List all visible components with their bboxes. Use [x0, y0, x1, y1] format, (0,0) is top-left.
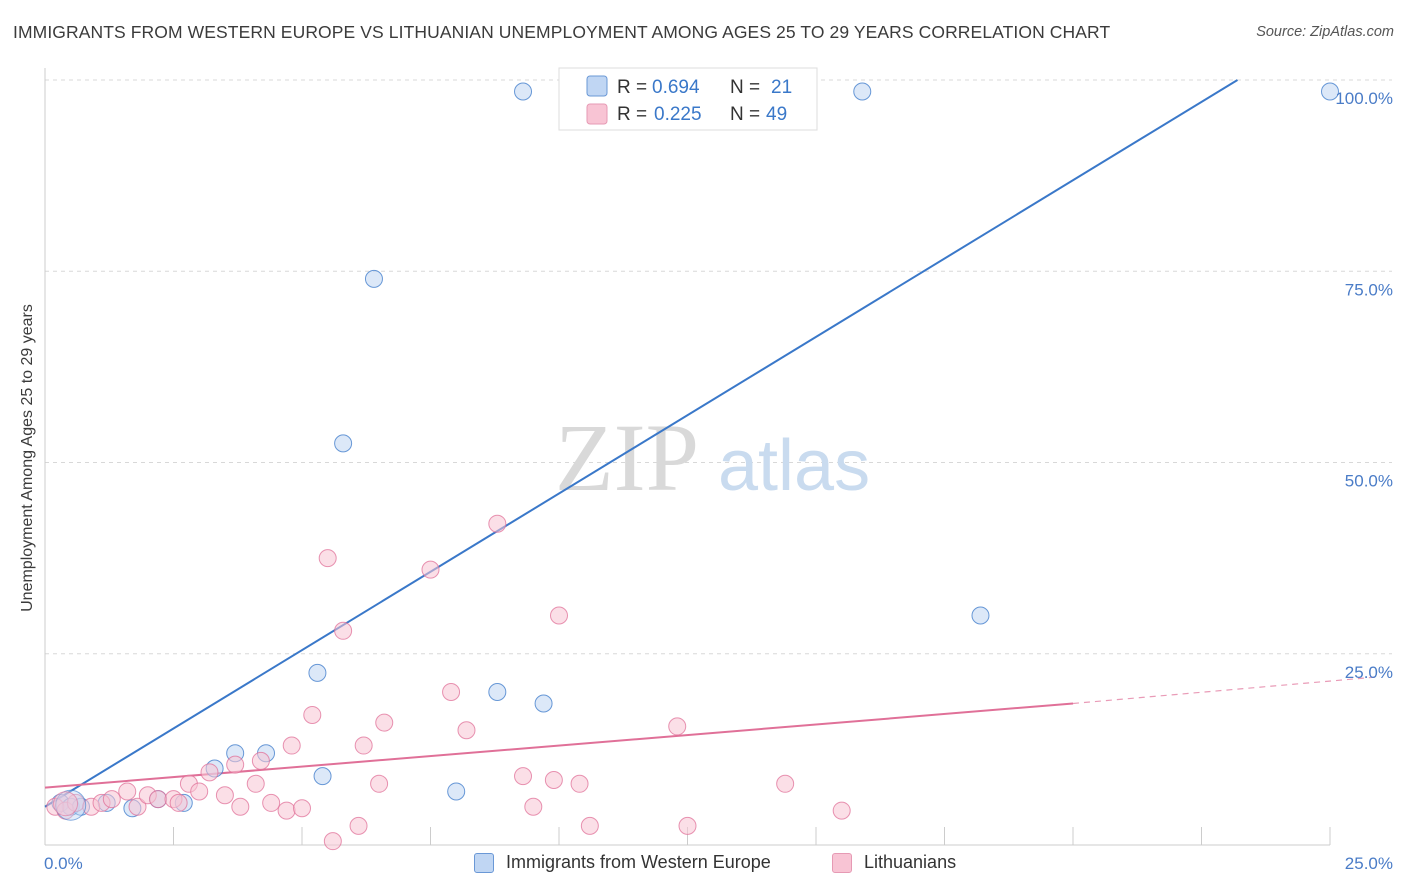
point-lithuanian-45 [832, 801, 851, 820]
point-lithuanian-9 [149, 790, 168, 809]
point-lithuanian-20 [262, 793, 281, 812]
stats-legend-swatch-blue [586, 75, 608, 97]
chart-title: IMMIGRANTS FROM WESTERN EUROPE VS LITHUA… [13, 22, 1111, 42]
point-lithuanian-30 [370, 774, 389, 793]
stats-legend-swatch-pink [586, 103, 608, 125]
watermark: ZIP atlas [555, 404, 870, 511]
stats-n-value-blue: 21 [771, 77, 792, 98]
y-tick-label-0: 25.0% [1345, 663, 1393, 682]
legend-swatch-pink [832, 852, 852, 873]
stats-r-label-blue: R = [617, 77, 647, 98]
point-lithuanian-17 [231, 797, 250, 816]
y-tick-label-1: 50.0% [1345, 472, 1393, 491]
gridlines [45, 79, 1392, 655]
data-points [46, 82, 1339, 851]
point-western-europe-17 [514, 82, 533, 101]
point-lithuanian-23 [293, 799, 311, 818]
point-lithuanian-42 [668, 717, 687, 736]
point-western-europe-15 [488, 683, 507, 701]
point-lithuanian-36 [514, 767, 533, 786]
point-western-europe-16 [534, 694, 553, 713]
legend-label-lithuanians: Lithuanians [864, 852, 957, 872]
point-lithuanian-19 [251, 751, 270, 770]
legend-item-lithuanians: Lithuanians [832, 852, 956, 873]
point-western-europe-10 [313, 767, 332, 786]
point-lithuanian-27 [323, 832, 342, 851]
point-western-europe-11 [308, 663, 327, 682]
point-cluster-lithuanian [53, 791, 79, 817]
watermark-zip: ZIP [555, 404, 699, 511]
trend-line-western-europe [44, 79, 1239, 808]
point-lithuanian-40 [570, 774, 589, 793]
point-lithuanian-6 [118, 782, 137, 801]
point-lithuanian-7 [128, 797, 147, 816]
source-label: Source: ZipAtlas.com [1256, 24, 1394, 40]
x-tick-label-1: 25.0% [1345, 854, 1393, 873]
point-lithuanian-11 [169, 793, 188, 812]
stats-legend: R = 0.694 N = 21 R = 0.225 N = 49 [558, 67, 818, 131]
stats-r-value-blue: 0.694 [652, 77, 700, 98]
point-western-europe-20 [971, 606, 990, 625]
point-lithuanian-14 [190, 782, 209, 801]
point-lithuanian-22 [282, 736, 301, 755]
point-lithuanian-25 [318, 549, 337, 568]
trend-lines [44, 79, 1381, 808]
y-tick-labels: 25.0% 50.0% 75.0% 100.0% [1335, 89, 1393, 682]
x-tick-labels: 0.0% 25.0% [44, 854, 1393, 873]
point-lithuanian-39 [550, 606, 568, 625]
point-lithuanian-34 [457, 721, 476, 740]
point-lithuanian-18 [246, 774, 265, 793]
point-western-europe-19 [853, 82, 872, 101]
point-lithuanian-32 [421, 560, 440, 579]
point-lithuanian-37 [524, 797, 543, 816]
stats-n-value-pink: 49 [766, 104, 787, 125]
point-western-europe-13 [364, 269, 383, 288]
point-lithuanian-24 [303, 705, 322, 724]
point-lithuanian-43 [678, 816, 697, 835]
stats-n-label-pink: N = [730, 104, 760, 125]
y-tick-label-2: 75.0% [1345, 280, 1393, 299]
point-lithuanian-21 [277, 801, 296, 820]
point-lithuanian-38 [544, 770, 563, 789]
point-lithuanian-33 [442, 683, 461, 701]
stats-r-value-pink: 0.225 [654, 104, 702, 125]
point-lithuanian-44 [776, 774, 795, 793]
point-western-europe-14 [447, 782, 466, 801]
point-lithuanian-29 [354, 736, 373, 755]
series-legend: Immigrants from Western Europe Lithuania… [0, 852, 1406, 878]
point-lithuanian-26 [334, 621, 353, 640]
point-lithuanian-41 [580, 816, 599, 835]
stats-r-label-pink: R = [617, 104, 647, 125]
point-lithuanian-31 [375, 713, 394, 732]
point-lithuanian-13 [200, 763, 219, 782]
watermark-atlas: atlas [718, 426, 870, 506]
legend-swatch-blue [474, 852, 494, 873]
trend-line-lithuanian-extension [1072, 676, 1381, 705]
axes [44, 68, 1331, 846]
x-tick-label-0: 0.0% [44, 854, 83, 873]
point-western-europe-12 [334, 434, 353, 453]
legend-item-western-europe: Immigrants from Western Europe [474, 852, 771, 873]
point-western-europe-21 [1321, 82, 1339, 101]
point-lithuanian-35 [488, 514, 507, 533]
point-lithuanian-15 [215, 786, 234, 805]
stats-n-label-blue: N = [730, 77, 760, 98]
point-lithuanian-5 [102, 790, 121, 809]
point-lithuanian-28 [349, 816, 368, 835]
legend-label-western-europe: Immigrants from Western Europe [506, 852, 771, 872]
y-tick-label-3: 100.0% [1335, 89, 1393, 108]
point-lithuanian-16 [226, 755, 245, 774]
